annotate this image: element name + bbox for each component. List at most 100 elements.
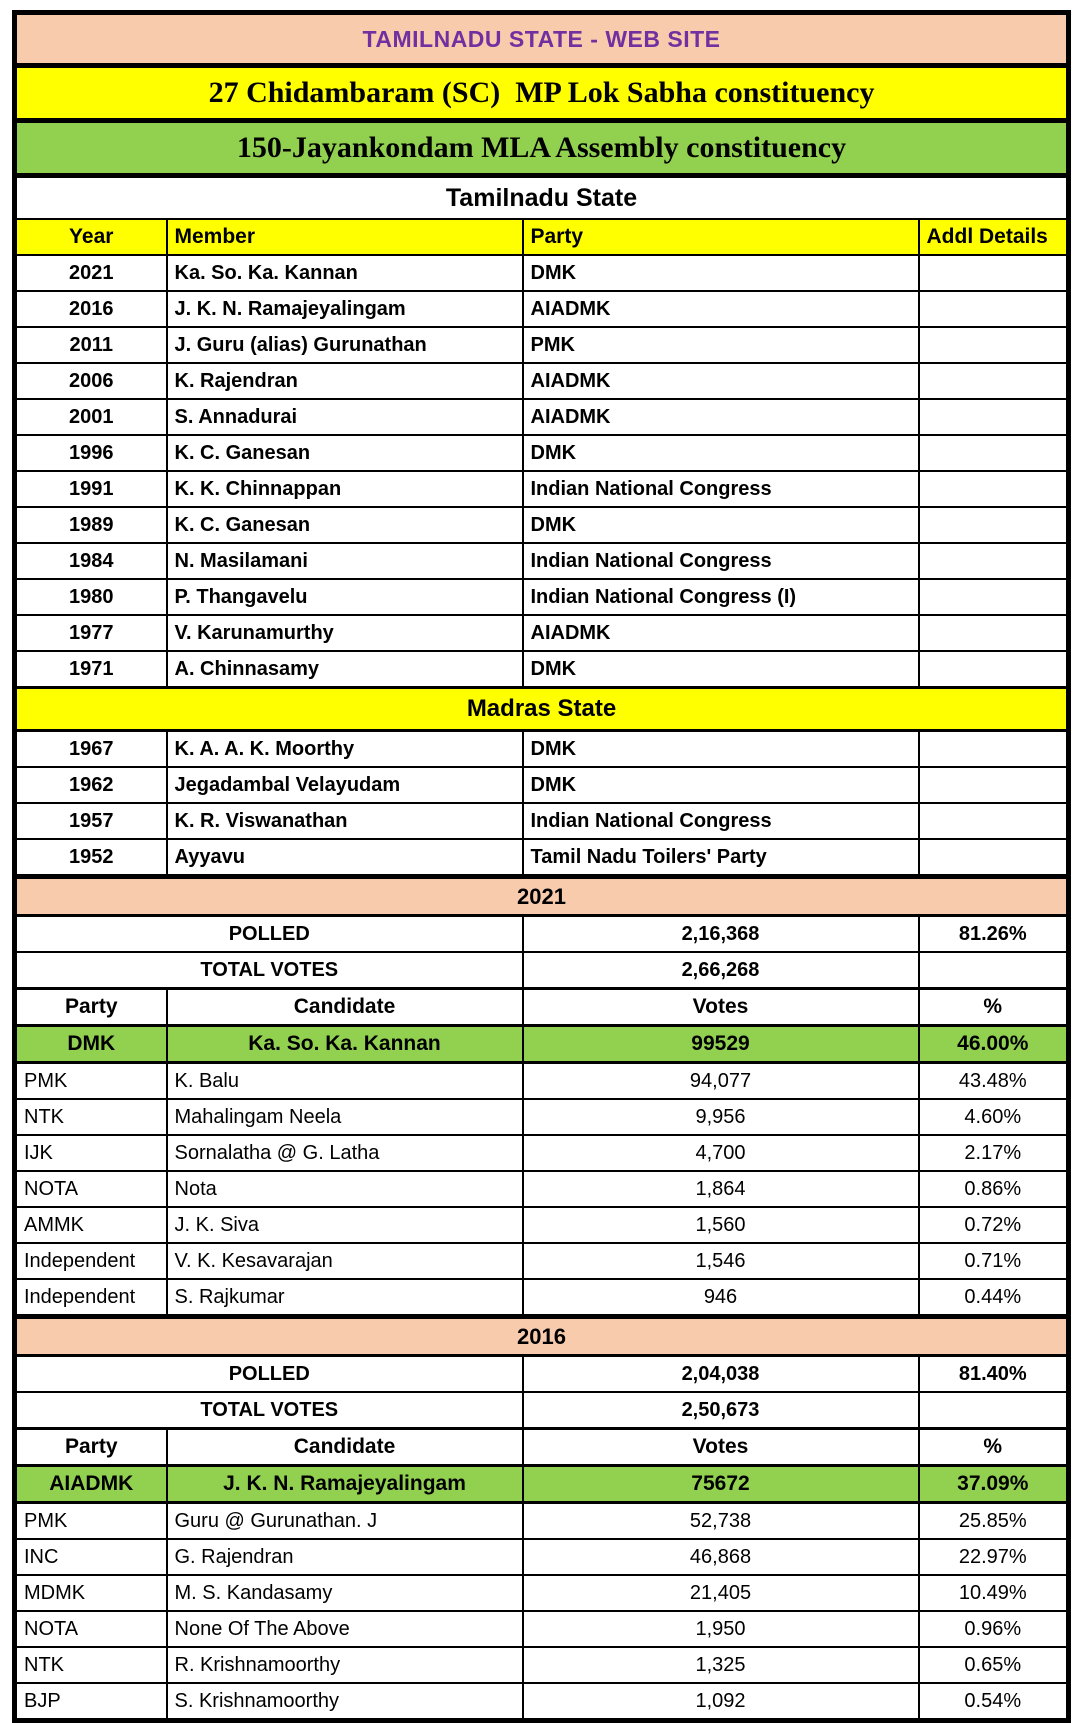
member-row: 1962 Jegadambal Velayudam DMK xyxy=(13,766,1070,804)
party-cell: Indian National Congress (I) xyxy=(521,578,920,616)
result-row: NTK R. Krishnamoorthy 1,325 0.65% xyxy=(13,1646,1070,1684)
results-header-row: Party Candidate Votes % xyxy=(13,987,1070,1027)
year-cell: 2006 xyxy=(13,362,168,400)
addl-cell xyxy=(917,650,1070,689)
madras-section-row: Madras State xyxy=(13,686,1070,732)
member-cell: V. Karunamurthy xyxy=(165,614,524,652)
party-cell: DMK xyxy=(521,729,920,768)
party-column-header: Party xyxy=(13,987,168,1027)
result-row: Independent V. K. Kesavarajan 1,546 0.71… xyxy=(13,1242,1070,1280)
winner-candidate: J. K. N. Ramajeyalingam xyxy=(165,1464,524,1504)
candidate-column-header: Candidate xyxy=(165,987,524,1027)
site-title-row: TAMILNADU STATE - WEB SITE xyxy=(13,11,1070,68)
pct-cell: 0.71% xyxy=(917,1242,1070,1280)
addl-cell xyxy=(917,398,1070,436)
candidate-cell: S. Krishnamoorthy xyxy=(165,1682,524,1722)
party-cell: Indian National Congress xyxy=(521,802,920,840)
result-row: MDMK M. S. Kandasamy 21,405 10.49% xyxy=(13,1574,1070,1612)
year-cell: 1977 xyxy=(13,614,168,652)
polled-row: POLLED 2,16,368 81.26% xyxy=(13,914,1070,953)
pct-cell: 0.54% xyxy=(917,1682,1070,1722)
party-cell: MDMK xyxy=(13,1574,168,1612)
party-cell: PMK xyxy=(13,1501,168,1540)
pct-column-header: % xyxy=(917,987,1070,1027)
winner-party: AIADMK xyxy=(13,1464,168,1504)
total-votes-row: TOTAL VOTES 2,66,268 xyxy=(13,951,1070,990)
party-cell: AIADMK xyxy=(521,398,920,436)
mla-constituency-title: 150-Jayankondam MLA Assembly constituenc… xyxy=(13,119,1070,178)
votes-cell: 46,868 xyxy=(521,1538,920,1576)
member-row: 1957 K. R. Viswanathan Indian National C… xyxy=(13,802,1070,840)
member-row: 1996 K. C. Ganesan DMK xyxy=(13,434,1070,472)
votes-cell: 1,092 xyxy=(521,1682,920,1722)
mp-constituency-banner: 27 Chidambaram (SC) MP Lok Sabha constit… xyxy=(13,64,1070,123)
pct-cell: 10.49% xyxy=(917,1574,1070,1612)
addl-cell xyxy=(917,578,1070,616)
year-cell: 2001 xyxy=(13,398,168,436)
pct-cell: 0.96% xyxy=(917,1610,1070,1648)
pct-cell: 43.48% xyxy=(917,1061,1070,1100)
member-row: 1984 N. Masilamani Indian National Congr… xyxy=(13,542,1070,580)
winner-pct: 37.09% xyxy=(917,1464,1070,1504)
mp-constituency-title: 27 Chidambaram (SC) MP Lok Sabha constit… xyxy=(13,64,1070,123)
result-row: BJP S. Krishnamoorthy 1,092 0.54% xyxy=(13,1682,1070,1722)
year-cell: 1984 xyxy=(13,542,168,580)
party-cell: AIADMK xyxy=(521,362,920,400)
year-cell: 1980 xyxy=(13,578,168,616)
addl-cell xyxy=(917,470,1070,508)
pct-column-header: % xyxy=(917,1427,1070,1467)
result-row: IJK Sornalatha @ G. Latha 4,700 2.17% xyxy=(13,1134,1070,1172)
party-cell: Independent xyxy=(13,1242,168,1280)
pct-cell: 2.17% xyxy=(917,1134,1070,1172)
member-cell: Jegadambal Velayudam xyxy=(165,766,524,804)
party-cell: INC xyxy=(13,1538,168,1576)
addl-cell xyxy=(917,326,1070,364)
pct-cell: 4.60% xyxy=(917,1098,1070,1136)
result-row: NOTA None Of The Above 1,950 0.96% xyxy=(13,1610,1070,1648)
total-votes-label: TOTAL VOTES xyxy=(13,1391,524,1430)
party-cell: NOTA xyxy=(13,1170,168,1208)
addl-cell xyxy=(917,802,1070,840)
member-cell: N. Masilamani xyxy=(165,542,524,580)
pct-cell: 22.97% xyxy=(917,1538,1070,1576)
total-votes-pct-cell xyxy=(917,951,1070,990)
candidate-cell: Nota xyxy=(165,1170,524,1208)
polled-row: POLLED 2,04,038 81.40% xyxy=(13,1354,1070,1393)
site-title: TAMILNADU STATE - WEB SITE xyxy=(13,11,1070,68)
member-row: 2001 S. Annadurai AIADMK xyxy=(13,398,1070,436)
total-votes-value: 2,50,673 xyxy=(521,1391,920,1430)
candidate-cell: Sornalatha @ G. Latha xyxy=(165,1134,524,1172)
election-year-banner: 2021 xyxy=(13,875,1070,917)
addl-cell xyxy=(917,506,1070,544)
members-header-row: Year Member Party Addl Details xyxy=(13,218,1070,256)
year-column-header: Year xyxy=(13,218,168,256)
member-cell: S. Annadurai xyxy=(165,398,524,436)
addl-cell xyxy=(917,290,1070,328)
member-column-header: Member xyxy=(165,218,524,256)
total-votes-label: TOTAL VOTES xyxy=(13,951,524,990)
polled-pct: 81.40% xyxy=(917,1354,1070,1393)
year-cell: 1952 xyxy=(13,838,168,879)
party-cell: PMK xyxy=(521,326,920,364)
year-cell: 1996 xyxy=(13,434,168,472)
party-cell: AIADMK xyxy=(521,290,920,328)
party-cell: NTK xyxy=(13,1646,168,1684)
year-cell: 1967 xyxy=(13,729,168,768)
result-row: NTK Mahalingam Neela 9,956 4.60% xyxy=(13,1098,1070,1136)
addl-details-column-header: Addl Details xyxy=(917,218,1070,256)
member-row: 1977 V. Karunamurthy AIADMK xyxy=(13,614,1070,652)
party-cell: AIADMK xyxy=(521,614,920,652)
result-row: INC G. Rajendran 46,868 22.97% xyxy=(13,1538,1070,1576)
winner-votes: 99529 xyxy=(521,1024,920,1064)
votes-column-header: Votes xyxy=(521,987,920,1027)
party-cell: NOTA xyxy=(13,1610,168,1648)
winner-votes: 75672 xyxy=(521,1464,920,1504)
result-row: Independent S. Rajkumar 946 0.44% xyxy=(13,1278,1070,1318)
party-cell: DMK xyxy=(521,434,920,472)
year-cell: 1971 xyxy=(13,650,168,689)
party-cell: Tamil Nadu Toilers' Party xyxy=(521,838,920,879)
member-cell: K. Rajendran xyxy=(165,362,524,400)
member-cell: K. C. Ganesan xyxy=(165,506,524,544)
party-cell: DMK xyxy=(521,650,920,689)
